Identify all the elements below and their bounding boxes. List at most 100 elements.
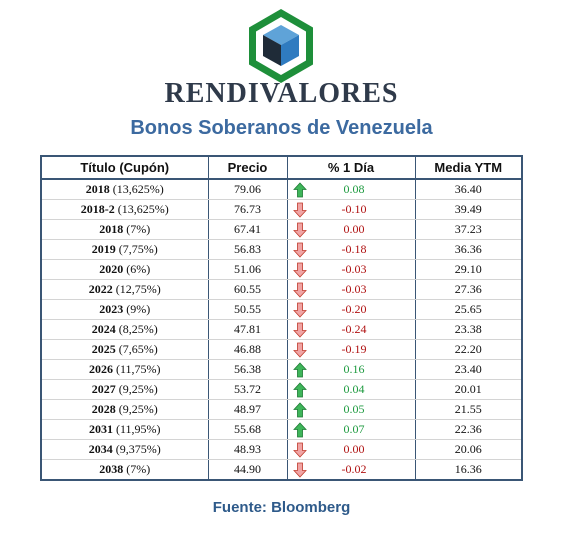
bond-price: 46.88 xyxy=(207,339,288,360)
bond-title: 2018-2 (13,625%) xyxy=(40,199,209,220)
bond-year: 2018-2 xyxy=(80,202,115,216)
bond-change: -0.20 xyxy=(341,302,367,316)
bond-coupon: (9,375%) xyxy=(115,442,161,456)
header-cambio: % 1 Día xyxy=(286,155,416,180)
bond-change: 0.07 xyxy=(343,422,365,436)
bond-ytm: 20.06 xyxy=(414,439,523,460)
table-row: 2027 (9,25%) 53.72 0.04 20.01 xyxy=(40,379,523,400)
bond-change-cell: 0.16 xyxy=(286,359,416,380)
bond-year: 2019 xyxy=(91,242,116,256)
bond-year: 2020 xyxy=(99,262,124,276)
bond-change-cell: -0.18 xyxy=(286,239,416,260)
bond-change: 0.16 xyxy=(343,362,365,376)
bond-price: 79.06 xyxy=(207,179,288,200)
bond-ytm: 36.40 xyxy=(414,179,523,200)
bond-change: -0.10 xyxy=(341,202,367,216)
bond-change-cell: 0.07 xyxy=(286,419,416,440)
bonds-table: Título (Cupón) Precio % 1 Día Media YTM … xyxy=(40,155,523,481)
bond-change: 0.00 xyxy=(343,442,365,456)
header-precio: Precio xyxy=(207,155,288,180)
table-row: 2026 (11,75%) 56.38 0.16 23.40 xyxy=(40,359,523,380)
bond-price: 60.55 xyxy=(207,279,288,300)
arrow-up-icon xyxy=(292,362,307,378)
arrow-down-icon xyxy=(292,342,307,358)
header-titulo: Título (Cupón) xyxy=(40,155,209,180)
arrow-down-icon xyxy=(292,242,307,258)
bond-coupon: (13,625%) xyxy=(112,182,164,196)
page-title: Bonos Soberanos de Venezuela xyxy=(130,117,433,139)
bond-price: 48.97 xyxy=(207,399,288,420)
bond-coupon: (7%) xyxy=(126,222,151,236)
bond-title: 2034 (9,375%) xyxy=(40,439,209,460)
bond-ytm: 21.55 xyxy=(414,399,523,420)
bond-ytm: 20.01 xyxy=(414,379,523,400)
bond-price: 53.72 xyxy=(207,379,288,400)
bond-year: 2025 xyxy=(91,342,116,356)
table-row: 2018 (7%) 67.41 0.00 37.23 xyxy=(40,219,523,240)
bond-price: 55.68 xyxy=(207,419,288,440)
table-row: 2018 (13,625%) 79.06 0.08 36.40 xyxy=(40,179,523,200)
bond-price: 51.06 xyxy=(207,259,288,280)
bond-title: 2027 (9,25%) xyxy=(40,379,209,400)
bond-coupon: (11,75%) xyxy=(115,362,161,376)
bond-year: 2028 xyxy=(91,402,116,416)
bond-price: 67.41 xyxy=(207,219,288,240)
bond-change-cell: -0.02 xyxy=(286,459,416,481)
bond-title: 2019 (7,75%) xyxy=(40,239,209,260)
bond-year: 2027 xyxy=(91,382,116,396)
bond-change: 0.04 xyxy=(343,382,365,396)
bond-change: -0.19 xyxy=(341,342,367,356)
arrow-down-icon xyxy=(292,442,307,458)
brand-name: RENDIVALORES xyxy=(164,78,399,109)
bond-coupon: (6%) xyxy=(126,262,151,276)
bond-coupon: (13,625%) xyxy=(117,202,169,216)
arrow-up-icon xyxy=(292,422,307,438)
bond-price: 48.93 xyxy=(207,439,288,460)
table-row: 2031 (11,95%) 55.68 0.07 22.36 xyxy=(40,419,523,440)
bond-change-cell: 0.00 xyxy=(286,439,416,460)
bond-year: 2024 xyxy=(91,322,116,336)
bond-change-cell: 0.04 xyxy=(286,379,416,400)
bond-change-cell: -0.24 xyxy=(286,319,416,340)
bond-change: -0.18 xyxy=(341,242,367,256)
arrow-up-icon xyxy=(292,402,307,418)
bond-year: 2018 xyxy=(99,222,124,236)
bond-title: 2020 (6%) xyxy=(40,259,209,280)
bond-coupon: (7%) xyxy=(126,462,151,476)
table-row: 2028 (9,25%) 48.97 0.05 21.55 xyxy=(40,399,523,420)
bond-title: 2038 (7%) xyxy=(40,459,209,481)
bond-price: 56.38 xyxy=(207,359,288,380)
bond-change-cell: -0.03 xyxy=(286,259,416,280)
bond-coupon: (9,25%) xyxy=(118,382,158,396)
bond-year: 2031 xyxy=(88,422,113,436)
bond-ytm: 16.36 xyxy=(414,459,523,481)
arrow-up-icon xyxy=(292,382,307,398)
bond-change-cell: 0.08 xyxy=(286,179,416,200)
bond-ytm: 23.40 xyxy=(414,359,523,380)
bond-price: 47.81 xyxy=(207,319,288,340)
arrow-up-icon xyxy=(292,182,307,198)
bond-title: 2018 (7%) xyxy=(40,219,209,240)
bond-ytm: 23.38 xyxy=(414,319,523,340)
bond-change: -0.24 xyxy=(341,322,367,336)
bond-year: 2018 xyxy=(85,182,110,196)
bond-title: 2028 (9,25%) xyxy=(40,399,209,420)
bond-price: 76.73 xyxy=(207,199,288,220)
bond-coupon: (12,75%) xyxy=(115,282,161,296)
table-row: 2020 (6%) 51.06 -0.03 29.10 xyxy=(40,259,523,280)
bond-title: 2031 (11,95%) xyxy=(40,419,209,440)
bond-change-cell: -0.10 xyxy=(286,199,416,220)
bond-coupon: (11,95%) xyxy=(115,422,161,436)
bond-price: 56.83 xyxy=(207,239,288,260)
table-row: 2023 (9%) 50.55 -0.20 25.65 xyxy=(40,299,523,320)
bond-change-cell: 0.05 xyxy=(286,399,416,420)
table-row: 2034 (9,375%) 48.93 0.00 20.06 xyxy=(40,439,523,460)
table-row: 2019 (7,75%) 56.83 -0.18 36.36 xyxy=(40,239,523,260)
arrow-down-icon xyxy=(292,202,307,218)
bond-year: 2038 xyxy=(99,462,124,476)
table-row: 2022 (12,75%) 60.55 -0.03 27.36 xyxy=(40,279,523,300)
bond-coupon: (9%) xyxy=(126,302,151,316)
bond-title: 2026 (11,75%) xyxy=(40,359,209,380)
rendivalores-logo xyxy=(249,9,313,83)
bond-change-cell: -0.03 xyxy=(286,279,416,300)
